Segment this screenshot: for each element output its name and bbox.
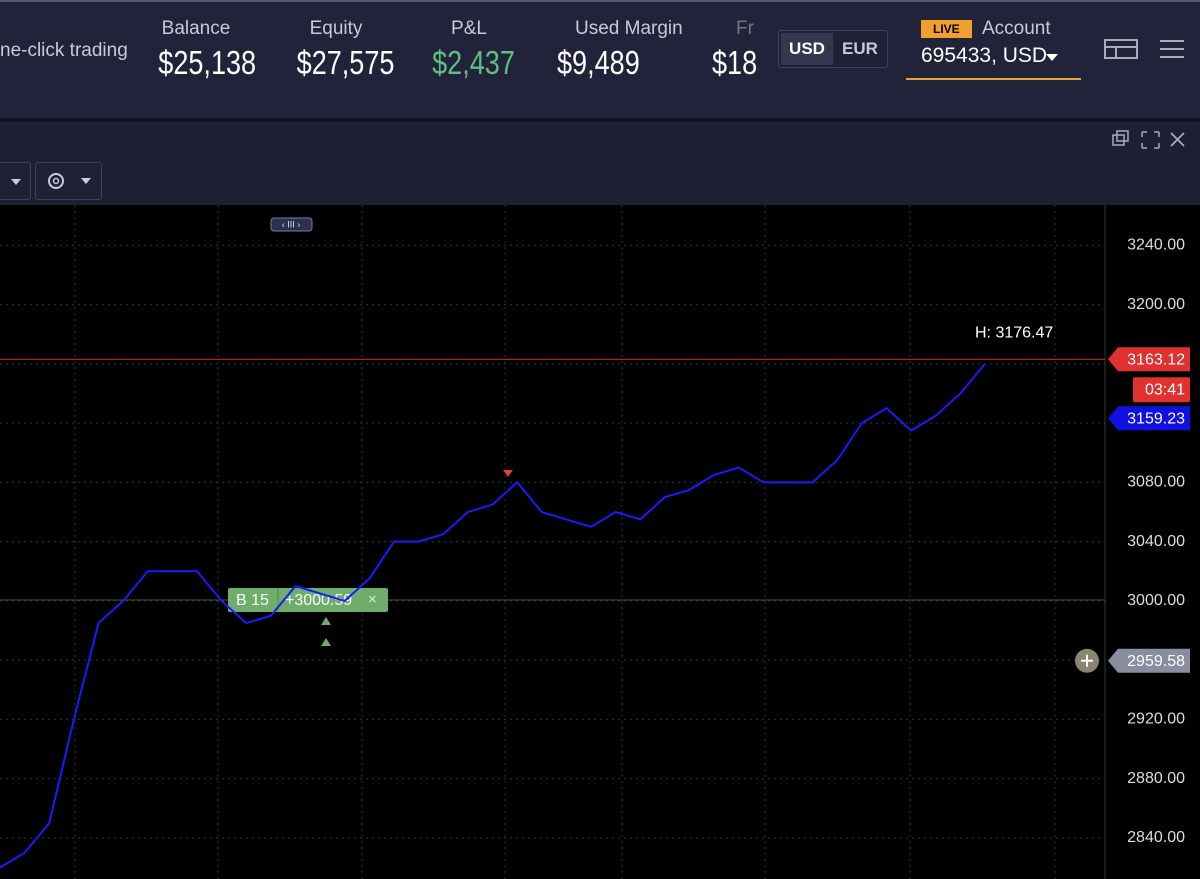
svg-text:‹ III ›: ‹ III ›	[282, 219, 301, 229]
scroll-handle[interactable]: ‹ III ›	[270, 217, 313, 232]
y-tick-label: 3040.00	[1127, 533, 1185, 550]
stat-label: Fr	[736, 18, 754, 39]
dropdown-arrow	[1046, 54, 1058, 61]
y-tick-label: 3200.00	[1127, 296, 1185, 313]
chart: ‹ III › 2840.002880.002920.002960.003000…	[0, 205, 1200, 879]
stat: Used Margin $9,489	[557, 18, 687, 82]
layout-icon[interactable]	[1104, 38, 1138, 60]
currency-eur[interactable]: EUR	[842, 39, 878, 58]
countdown: 03:41	[1145, 381, 1185, 398]
y-tick-label: 3240.00	[1127, 237, 1185, 254]
last-price-tag-bg	[1108, 347, 1190, 372]
currency-toggle: USD EUR	[778, 30, 888, 68]
y-tick-label: 3000.00	[1127, 592, 1185, 609]
indicator-tag: 3159.23	[1127, 410, 1185, 427]
countdown-bg	[1133, 377, 1190, 403]
stat-value: $18	[712, 44, 758, 81]
buy-marker	[321, 617, 331, 625]
sell-marker	[503, 470, 513, 477]
settings-button[interactable]	[35, 162, 102, 200]
stat: Equity $27,575	[288, 18, 395, 82]
dropdown-button[interactable]	[0, 162, 31, 200]
cursor-tag-bg	[1108, 648, 1190, 673]
stat-label: Equity	[309, 18, 363, 39]
high-label: H: 3176.47	[975, 324, 1053, 341]
last-price-tag: 3163.12	[1127, 351, 1185, 368]
account-label: Account	[982, 18, 1051, 39]
separator	[0, 118, 1200, 122]
order-tag	[228, 588, 388, 613]
stat-label: P&L	[451, 18, 487, 39]
add-order-plus	[1081, 654, 1093, 667]
panel-icons[interactable]	[1105, 122, 1195, 157]
indicator-tag-bg	[1108, 406, 1190, 431]
toolbar	[0, 157, 1200, 205]
stat: P&L $2,437	[424, 18, 515, 82]
stat: Balance $25,138	[150, 18, 257, 82]
menu-icon[interactable]	[1160, 38, 1184, 60]
one-click-label[interactable]: ne-click trading	[0, 40, 128, 61]
order-side: B 15	[236, 592, 269, 609]
stat: Fr $18	[712, 18, 762, 82]
account-selector[interactable]: LIVE Account 695433, USD	[906, 16, 1081, 80]
stat-label: Balance	[161, 18, 231, 39]
panel-header	[0, 122, 1200, 157]
y-tick-label: 2840.00	[1127, 829, 1185, 846]
buy-marker	[321, 638, 331, 646]
order-close[interactable]: ×	[368, 591, 377, 608]
stat-label: Used Margin	[575, 18, 683, 39]
currency-usd[interactable]: USD	[781, 33, 833, 65]
stat-value: $25,138	[158, 44, 257, 81]
top-bar: ne-click trading Balance $25,138 Equity $2…	[0, 0, 1200, 118]
account-value: 695433, USD	[921, 44, 1048, 67]
stat-value: $2,437	[432, 44, 515, 81]
y-tick-label: 2920.00	[1127, 711, 1185, 728]
live-badge: LIVE	[921, 20, 972, 38]
y-tick-label: 2880.00	[1127, 770, 1185, 787]
y-tick-label: 3080.00	[1127, 474, 1185, 491]
stat-value: $27,575	[296, 44, 395, 81]
price-line	[0, 363, 986, 869]
order-price: +3000.59	[285, 592, 352, 609]
cursor-tag: 2959.58	[1127, 653, 1185, 670]
stat-value: $9,489	[557, 44, 640, 81]
